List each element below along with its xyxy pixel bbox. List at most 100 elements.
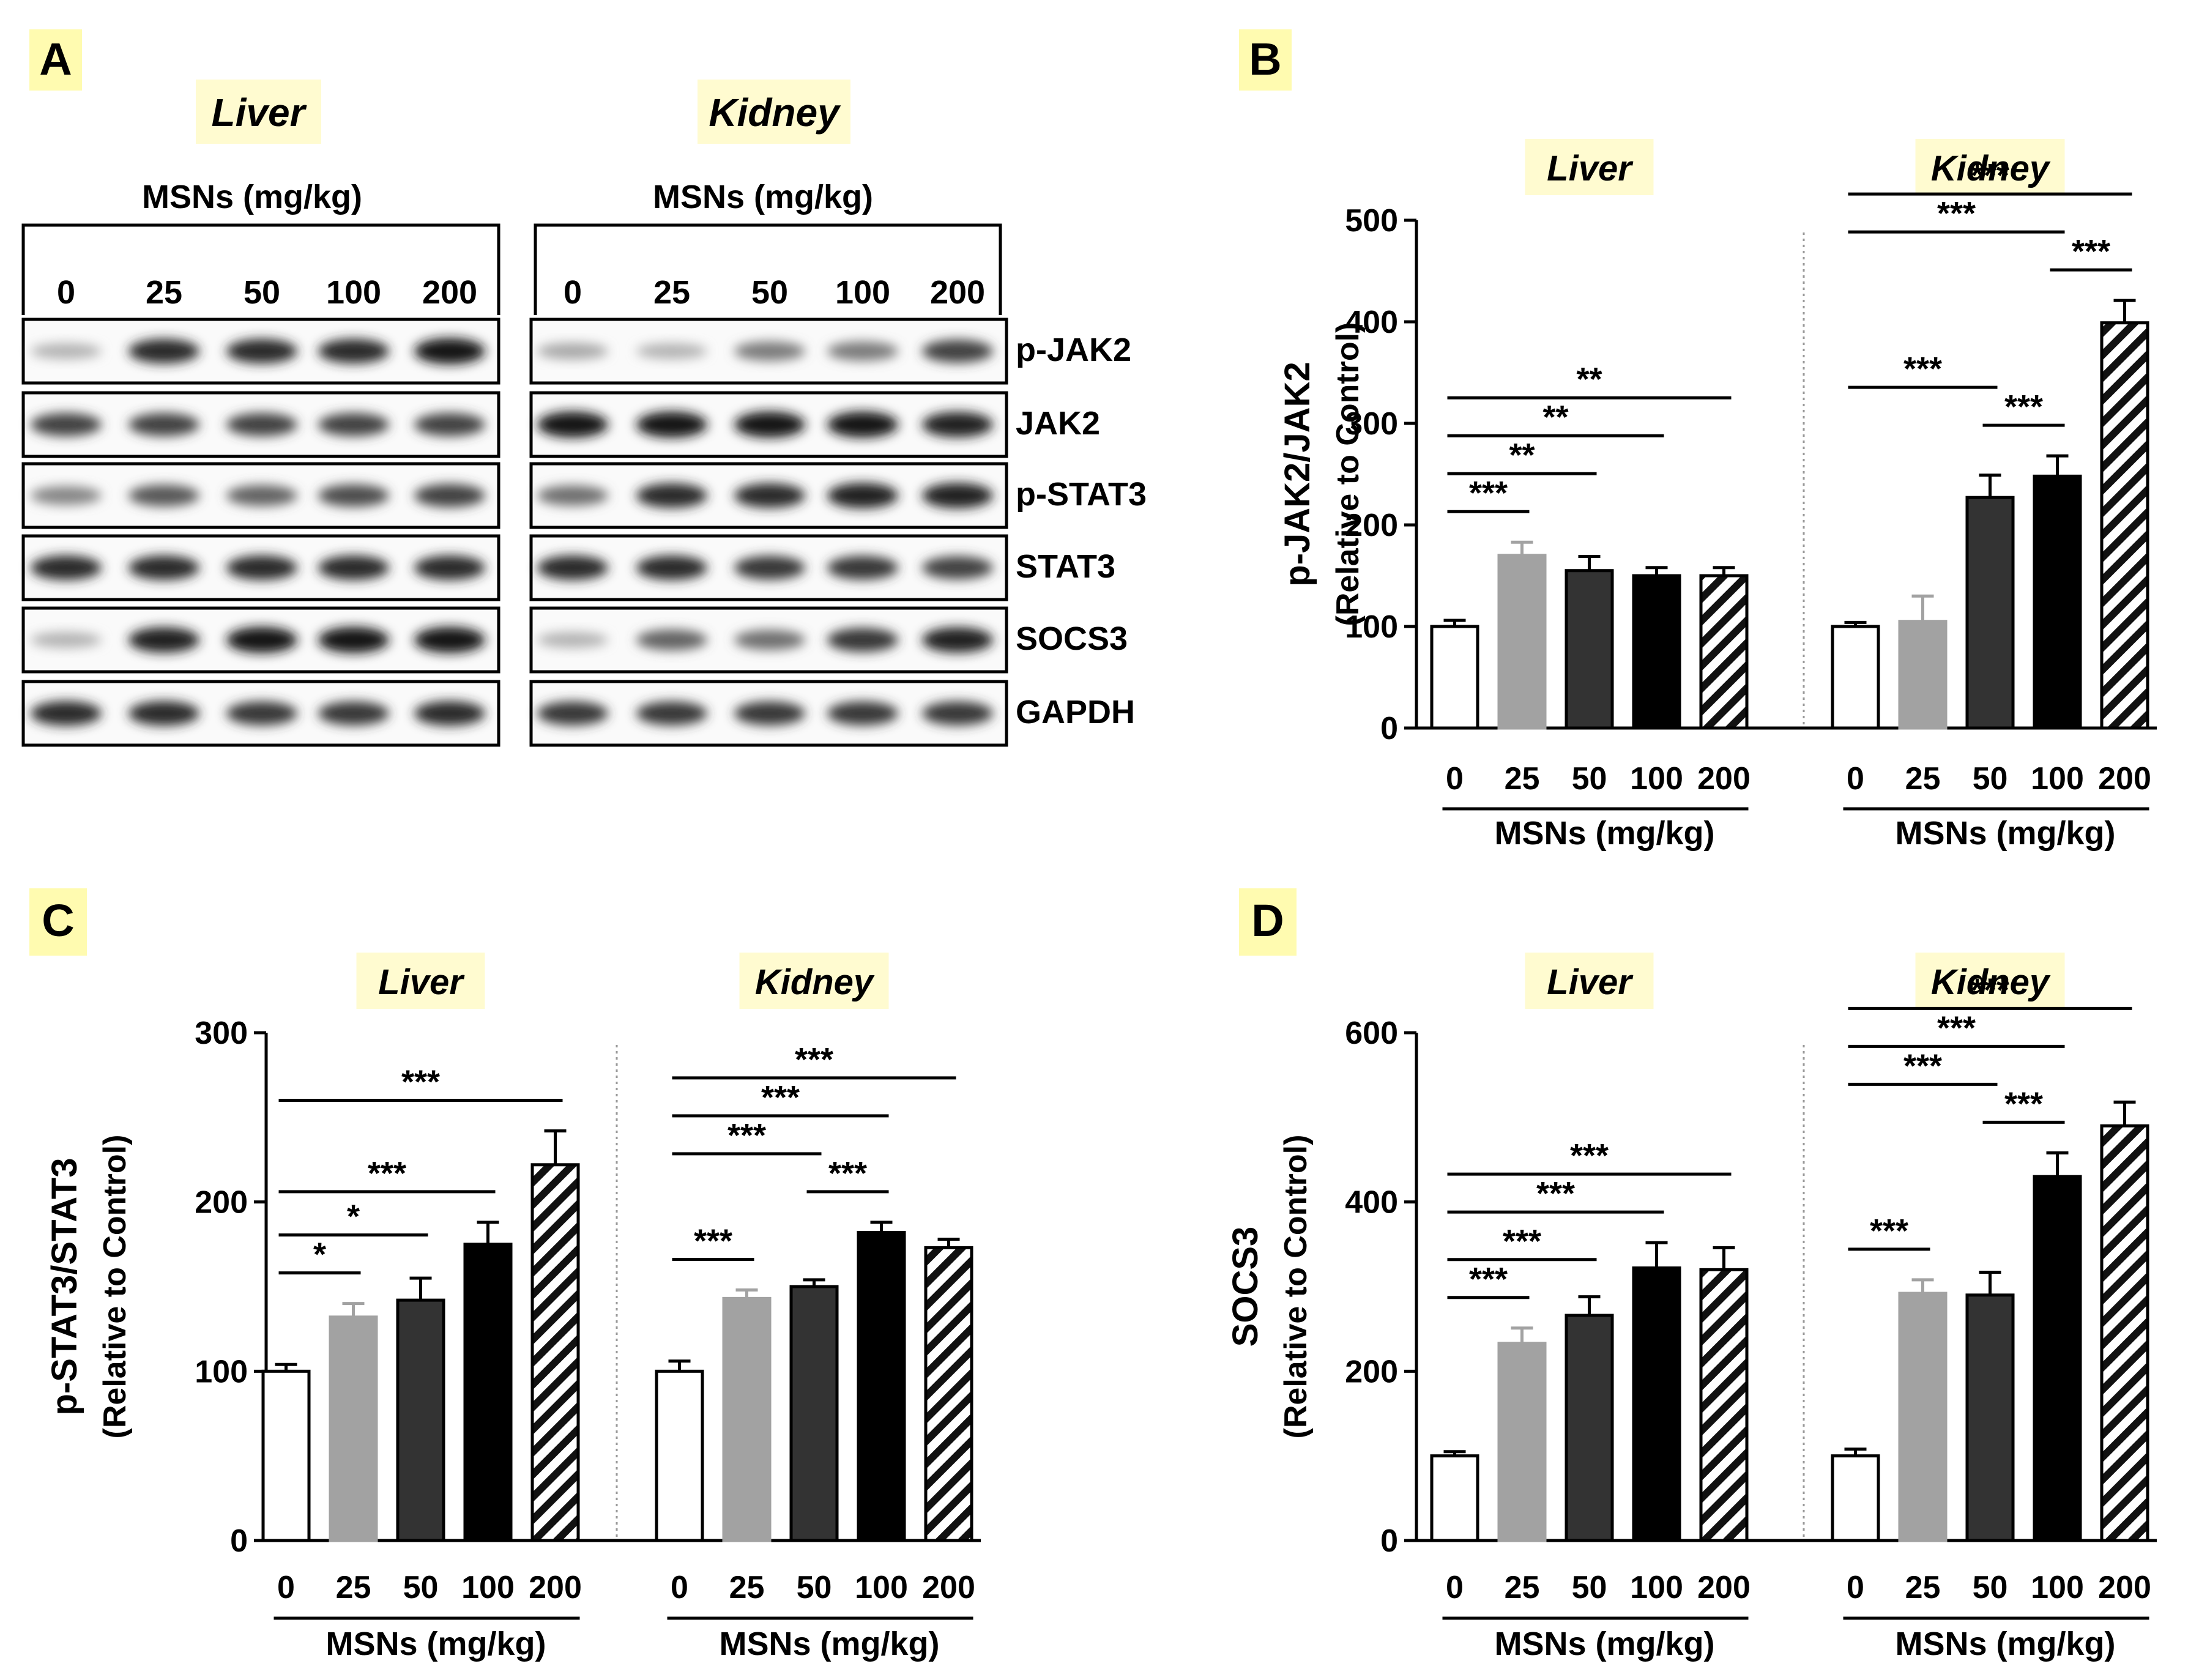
blot-band [226,485,297,507]
blot-band [318,484,389,507]
blot-protein-label: JAK2 [1016,405,1100,442]
bar [1965,496,2015,730]
bar [789,1285,839,1542]
blot-band [128,627,199,653]
x-tick-label: 25 [1905,1570,1941,1605]
blot-kidney-dose: 200 [930,274,985,311]
significance-label: *** [2004,1085,2043,1122]
bar [1831,1454,1880,1542]
y-tick-label: 500 [1345,203,1398,239]
significance-label: *** [795,1041,833,1078]
blot-liver-header-frame [21,223,500,315]
panel-d: D 0 200 400 600 SOCS3 (Relative to Control) Li… [1226,888,2157,1662]
x-tick-label: 50 [403,1570,439,1605]
bar [1497,1342,1547,1542]
x-axis-label: MSNs (mg/kg) [719,1626,939,1662]
blot-band [318,338,389,364]
significance-label: ** [1576,361,1602,398]
bar [2100,321,2149,730]
significance-label: *** [694,1223,732,1260]
significance-label: *** [1536,1175,1575,1212]
bar [655,1369,704,1542]
blot-liver-title: Liver [212,91,307,135]
blot-liver-dose: 50 [244,274,280,311]
bar [329,1315,378,1542]
y-tick-label: 0 [230,1523,248,1559]
blot-band [537,701,608,726]
significance-label: * [347,1199,360,1235]
y-tick-label: 0 [1380,1523,1398,1559]
bar [396,1298,445,1542]
y-axis-label: p-JAK2/JAK2 [1278,362,1317,586]
x-tick-label: 100 [1630,761,1683,797]
blot-band [827,556,898,580]
x-tick-label: 100 [1630,1570,1683,1605]
blot-band [734,341,805,361]
panel-c-label: C [42,895,74,946]
blot-protein-label: p-STAT3 [1016,476,1147,513]
significance-label: *** [1971,972,2009,1008]
blot-band [414,484,485,507]
group-title-bg [1525,953,1654,1009]
blot-liver-title-bg [196,80,321,144]
bar [1632,574,1681,730]
x-tick-label: 200 [922,1570,975,1605]
bar [924,1246,973,1542]
bar [463,1243,513,1542]
blot-band [226,701,297,726]
blot-band [922,412,993,437]
blot-liver-dose: 100 [326,274,381,311]
blot-protein-label: STAT3 [1016,548,1115,585]
group-title-bg [1525,139,1654,195]
x-tick-label: 0 [1847,1570,1864,1605]
blot-band [414,338,485,365]
y-axis-label: p-STAT3/STAT3 [45,1158,84,1415]
panel-d-label: D [1251,895,1284,946]
blot-band [734,556,805,580]
blot-band [31,632,102,648]
bar [1898,620,1948,730]
blot-kidney-dose: 0 [564,274,582,311]
blot-band [318,555,389,581]
significance-label: *** [727,1117,766,1154]
y-axis-label-secondary: (Relative to Control) [97,1135,133,1439]
blot-protein-label: SOCS3 [1016,620,1128,657]
blot-band [922,627,993,653]
significance-label: *** [401,1063,440,1100]
significance-label: ** [1542,399,1568,436]
y-tick-label: 400 [1345,1185,1398,1221]
blot-band [922,556,993,579]
x-axis-label: MSNs (mg/kg) [1494,1626,1714,1662]
y-tick-label: 300 [1345,406,1398,442]
x-tick-label: 200 [529,1570,582,1605]
bar [1565,1314,1614,1542]
panel-a: A Liver Kidney MSNs (mg/kg) MSNs (mg/kg)… [21,29,1147,747]
y-tick-label: 100 [195,1354,248,1389]
bar [2033,474,2082,730]
significance-label: *** [1503,1223,1541,1260]
x-tick-label: 50 [1572,1570,1607,1605]
x-tick-label: 200 [2098,761,2151,797]
x-tick-label: 25 [1505,761,1540,797]
bar [722,1296,772,1542]
blot-band [226,413,297,436]
chart-d: 0 200 400 600 SOCS3 (Relative to Control) Live… [1226,953,2157,1662]
blot-liver-dose-label: MSNs (mg/kg) [142,179,362,215]
blot-kidney-dose: 100 [835,274,890,311]
bar [1965,1293,2015,1542]
blot-band [636,701,707,726]
blot-band [128,413,199,436]
bar [1831,625,1880,730]
blot-band [734,701,805,726]
x-tick-label: 100 [2031,761,2084,797]
blot-band [318,626,389,653]
blot-kidney-strips [529,318,1008,747]
significance-label: ** [1509,437,1535,474]
blot-band [31,413,102,436]
x-tick-label: 200 [1697,1570,1751,1605]
y-tick-label: 0 [1380,711,1398,746]
blot-band [31,343,102,359]
blot-kidney-dose: 25 [653,274,690,311]
blot-band [128,485,199,507]
bar [1632,1266,1681,1542]
